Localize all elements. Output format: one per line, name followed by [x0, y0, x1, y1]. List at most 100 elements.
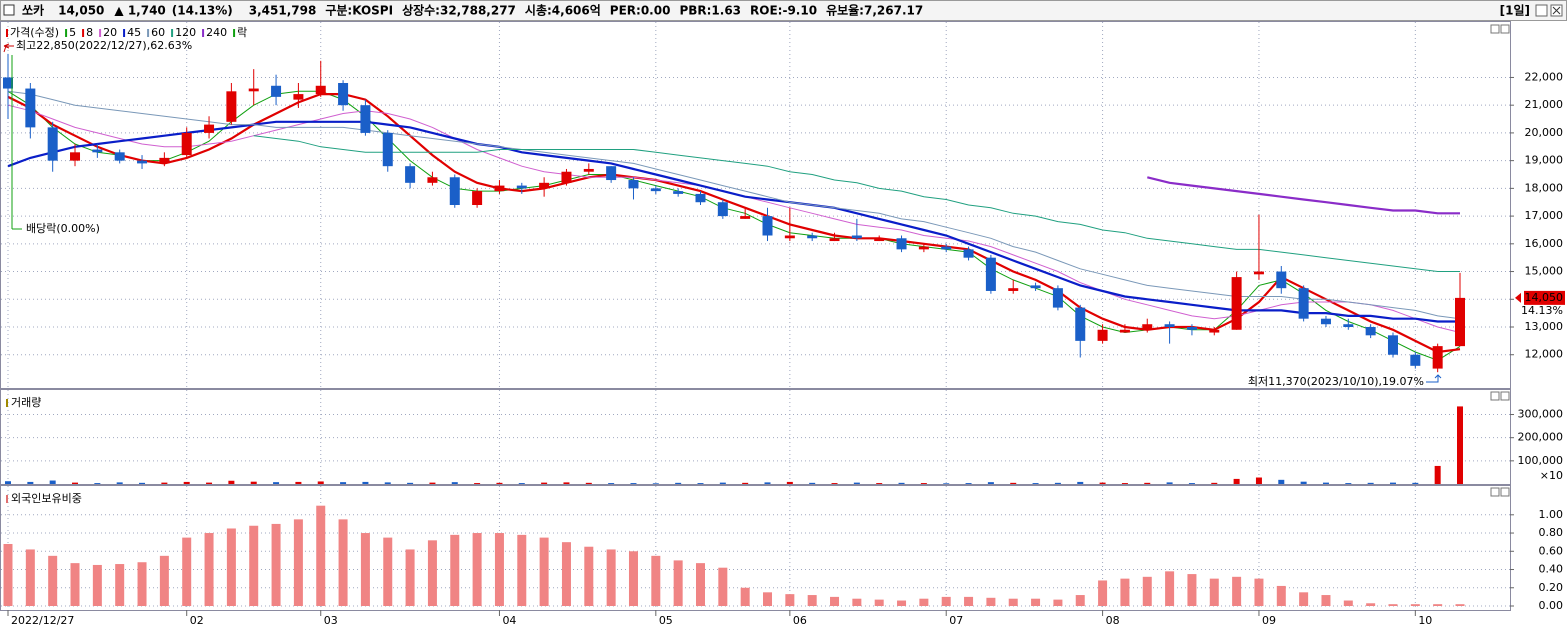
candle-body: [516, 185, 527, 189]
bar: [183, 481, 190, 484]
bar: [226, 528, 236, 606]
candle-body: [1008, 288, 1019, 291]
legend-swatch: [202, 29, 205, 37]
ma-line: [7, 90, 1461, 320]
header-text: ROE:-9.10: [750, 4, 817, 18]
unit-label: ×10: [1540, 469, 1563, 482]
bar: [1389, 482, 1396, 484]
y-tick-label: 300,000: [1518, 408, 1564, 421]
panel-button[interactable]: [1500, 24, 1510, 34]
x-tick-label: 2022/12/27: [11, 614, 74, 627]
candle-body: [1052, 288, 1063, 308]
bar: [338, 519, 348, 606]
bar: [49, 480, 56, 484]
bar: [494, 533, 504, 606]
candle-body: [427, 177, 438, 183]
candle-body: [92, 149, 103, 153]
legend-label: 20: [103, 26, 117, 39]
bar: [1187, 574, 1197, 606]
legend-label: 락: [237, 26, 247, 39]
candle-body: [315, 85, 326, 95]
y-tick-label: 19,000: [1525, 154, 1564, 167]
bar: [1299, 592, 1309, 606]
bar: [920, 483, 927, 484]
candle-body: [1343, 324, 1354, 327]
bar: [830, 596, 840, 606]
bar: [897, 600, 907, 606]
bar: [764, 482, 771, 484]
bar: [48, 555, 58, 606]
bar: [852, 598, 862, 606]
header-text: PBR:1.63: [679, 4, 741, 18]
bar: [340, 482, 347, 484]
ma-line: [7, 90, 1461, 361]
y-tick-label: 18,000: [1525, 181, 1564, 194]
candle-body: [271, 85, 282, 97]
bar: [518, 483, 525, 484]
bar: [204, 533, 214, 606]
bar: [1455, 604, 1465, 606]
panel-button[interactable]: [1490, 487, 1500, 497]
header-text: PER:0.00: [610, 4, 671, 18]
candle-body: [1231, 277, 1242, 330]
bar: [94, 483, 101, 484]
bar: [718, 567, 728, 606]
bar: [1233, 478, 1240, 484]
candle-body: [293, 94, 304, 100]
panel-title-swatch: [6, 399, 8, 407]
bar: [250, 481, 257, 484]
candle-body: [1186, 327, 1197, 330]
bar: [1366, 603, 1376, 606]
candle-body: [673, 191, 684, 194]
y-tick-label: 22,000: [1525, 70, 1564, 83]
high-arrow: [3, 43, 14, 53]
bar: [137, 562, 147, 606]
bar: [606, 549, 616, 606]
change-label: 14.13%: [1521, 304, 1563, 317]
bar: [427, 540, 437, 606]
candle-body: [1119, 329, 1130, 333]
bar: [786, 481, 793, 484]
legend-swatch: [123, 29, 126, 37]
bar: [1388, 604, 1398, 606]
header-text: 3,451,798: [249, 4, 317, 18]
panel-title-swatch: [6, 495, 8, 503]
bar: [1412, 482, 1419, 484]
bar: [517, 534, 527, 606]
bar: [874, 599, 884, 606]
bar: [1433, 604, 1443, 606]
bar: [116, 482, 123, 484]
candle-body: [1410, 354, 1421, 366]
panel-button[interactable]: [1500, 487, 1510, 497]
bar: [161, 482, 168, 484]
panel-button[interactable]: [1490, 24, 1500, 34]
candle-body: [874, 238, 885, 242]
window-button[interactable]: [1535, 4, 1548, 17]
panel-title: 외국인보유비중: [11, 492, 82, 505]
checkbox[interactable]: [3, 4, 15, 16]
candle-body: [695, 193, 706, 203]
bar: [1120, 578, 1130, 606]
candle-body: [338, 83, 349, 106]
y-tick-label: 0.80: [1539, 526, 1564, 539]
bar: [159, 555, 169, 606]
legend-label: 120: [175, 26, 196, 39]
bar: [1032, 483, 1039, 484]
bar: [1209, 578, 1219, 606]
candle-body: [1097, 329, 1108, 341]
bar: [628, 551, 638, 606]
header-text: ▲ 1,740: [114, 4, 165, 18]
candle-body: [114, 152, 125, 161]
y-tick-label: 21,000: [1525, 98, 1564, 111]
close-icon: [1552, 6, 1561, 15]
y-tick-label: 16,000: [1525, 237, 1564, 250]
bar: [740, 587, 750, 606]
x-tick-label: 05: [659, 614, 673, 627]
candle-body: [650, 188, 661, 192]
candle-body: [1142, 324, 1153, 330]
bar: [295, 481, 302, 484]
panel-button[interactable]: [1500, 391, 1510, 401]
legend-swatch: [65, 29, 68, 37]
panel-button[interactable]: [1490, 391, 1500, 401]
candle-body: [896, 238, 907, 250]
